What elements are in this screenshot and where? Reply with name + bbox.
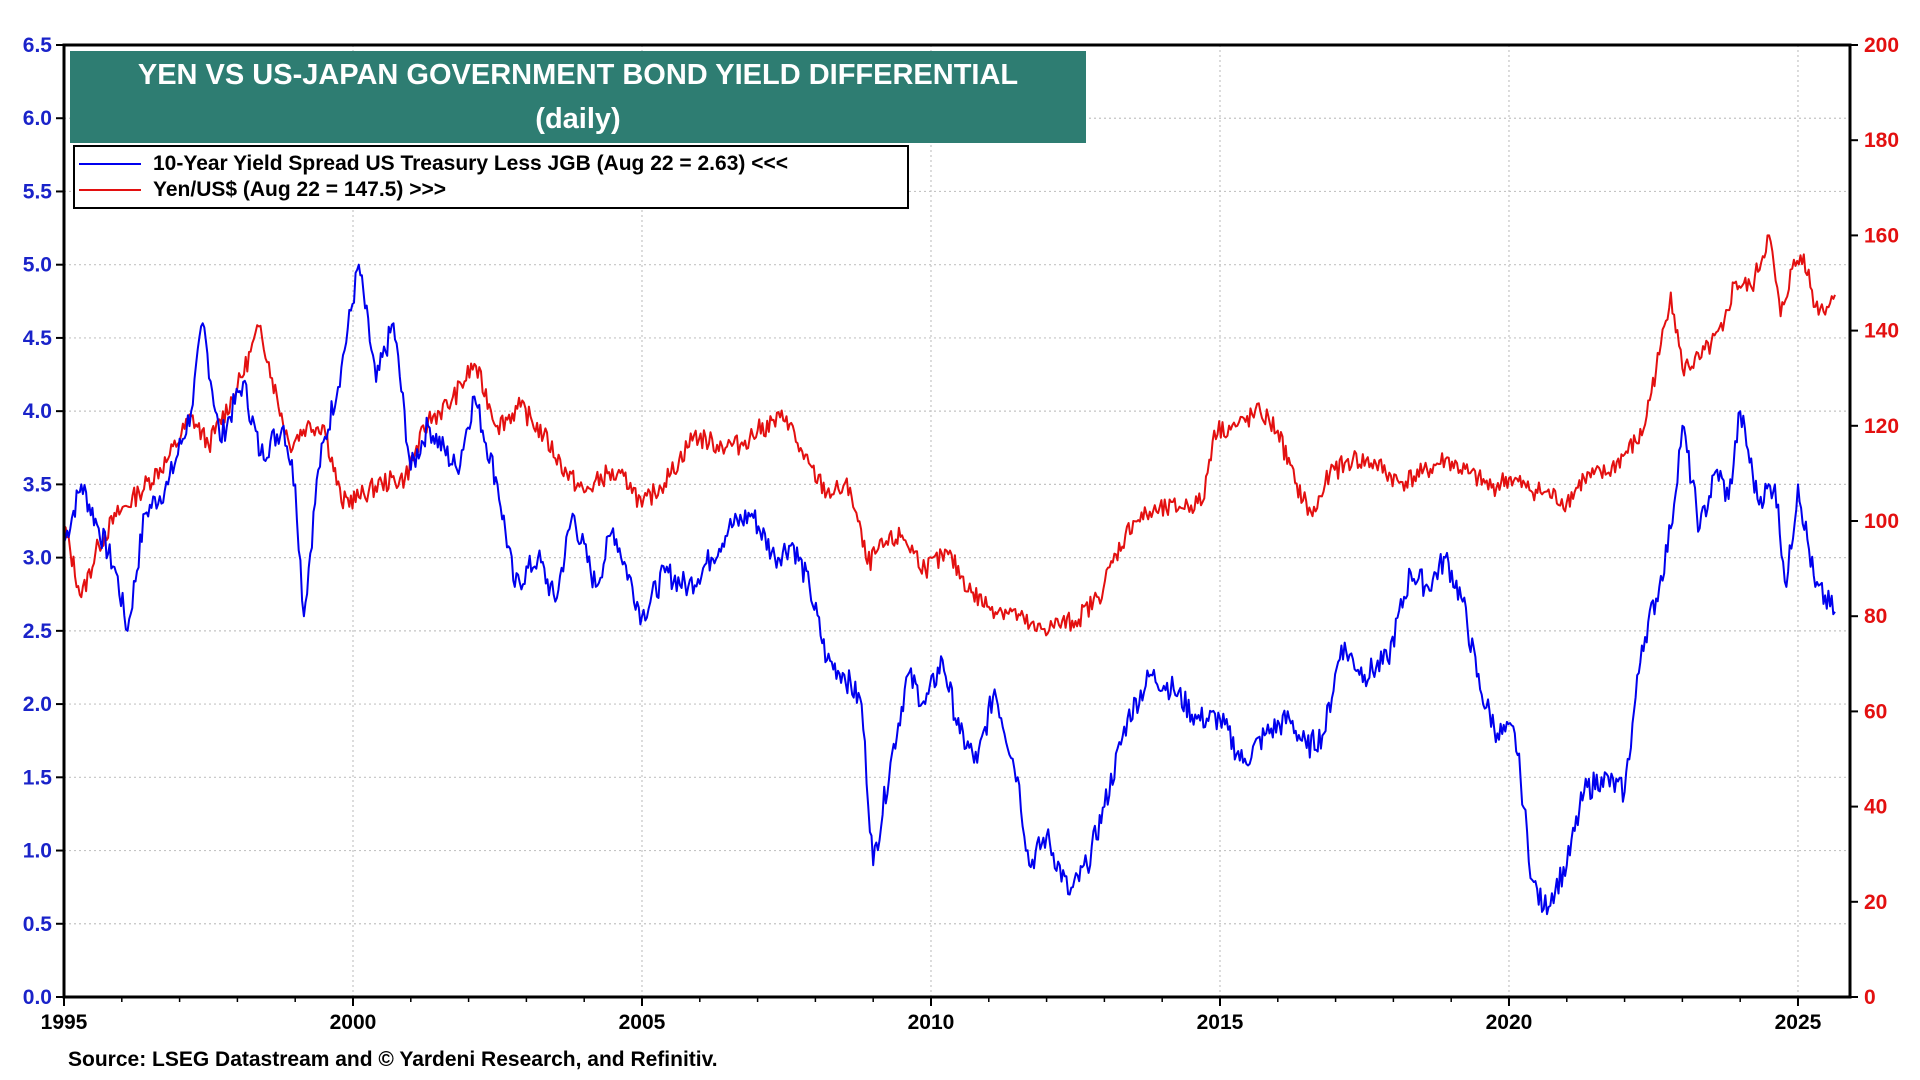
x-tick-label: 2015 [1197,1011,1244,1034]
chart-title-box: YEN VS US-JAPAN GOVERNMENT BOND YIELD DI… [70,51,1086,143]
y-left-tick-label: 3.0 [23,547,52,570]
y-right-tick-label: 140 [1864,320,1899,343]
x-tick-label: 2020 [1486,1011,1533,1034]
legend-swatch-blue [79,163,141,165]
y-right-tick-label: 40 [1864,796,1887,819]
series-layer [63,234,1836,916]
y-left-tick-label: 3.5 [23,473,53,496]
y-right-tick-label: 180 [1864,129,1899,152]
legend: 10-Year Yield Spread US Treasury Less JG… [73,145,909,209]
y-right-tick-label: 100 [1864,510,1899,533]
y-left-tick-label: 5.5 [23,180,53,203]
chart-subtitle: (daily) [535,103,621,135]
y-right-tick-label: 200 [1864,34,1899,57]
y-right-tick-label: 80 [1864,605,1887,628]
y-left-tick-label: 6.5 [23,34,53,57]
x-tick-label: 2010 [908,1011,955,1034]
y-left-tick-label: 0.5 [23,913,53,936]
series-line-yield-spread [63,263,1836,916]
y-left-tick-label: 4.0 [23,400,52,423]
y-right-tick-label: 20 [1864,891,1887,914]
legend-label-yield-spread: 10-Year Yield Spread US Treasury Less JG… [153,152,788,175]
y-right-tick-label: 60 [1864,700,1887,723]
y-right-tick-label: 120 [1864,415,1899,438]
y-right-tick-label: 0 [1864,986,1876,1009]
legend-label-yen: Yen/US$ (Aug 22 = 147.5) >>> [153,178,446,201]
y-left-tick-label: 6.0 [23,107,52,130]
x-tick-label: 1995 [41,1011,88,1034]
source-note: Source: LSEG Datastream and © Yardeni Re… [68,1048,718,1071]
y-left-tick-label: 2.5 [23,620,53,643]
legend-swatch-red [79,189,141,191]
y-left-tick-label: 1.5 [23,766,53,789]
y-right-tick-label: 160 [1864,224,1899,247]
chart-title: YEN VS US-JAPAN GOVERNMENT BOND YIELD DI… [137,59,1019,91]
ticks: 0.0 0.5 1.0 1.5 2.0 2.5 3.0 3.5 4.0 4.5 5.0 5.5 6.0 6… [23,34,1899,1034]
y-left-tick-label: 0.0 [23,986,52,1009]
legend-item-yield-spread: 10-Year Yield Spread US Treasury Less JG… [75,151,788,177]
x-tick-label: 2005 [619,1011,666,1034]
y-left-tick-label: 2.0 [23,693,52,716]
y-left-tick-label: 4.5 [23,327,53,350]
x-tick-label: 2025 [1775,1011,1822,1034]
y-left-tick-label: 1.0 [23,840,52,863]
grid [64,45,1850,997]
x-tick-label: 2000 [330,1011,377,1034]
legend-item-yen: Yen/US$ (Aug 22 = 147.5) >>> [75,177,446,203]
y-left-tick-label: 5.0 [23,254,52,277]
series-line-yen [63,234,1836,637]
